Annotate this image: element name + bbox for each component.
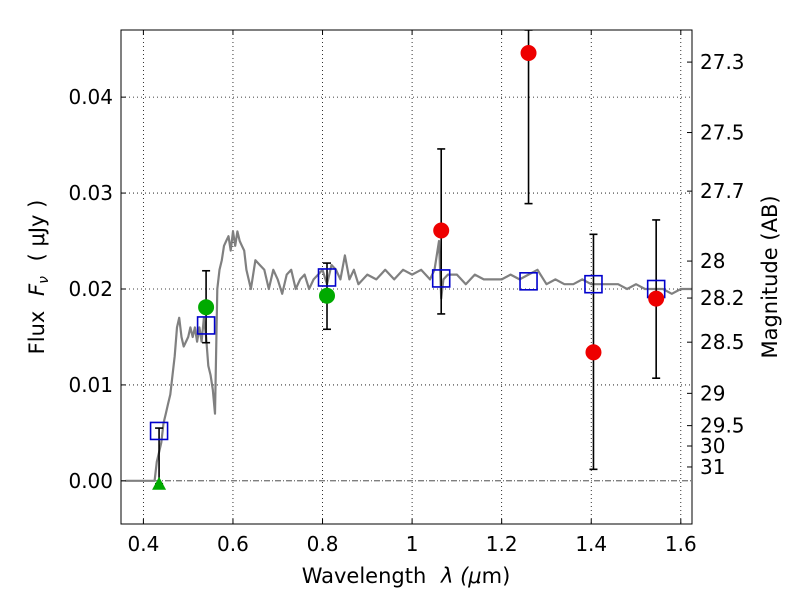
mag-tick-label: 31 <box>700 455 725 479</box>
model-photometry-square <box>519 272 538 291</box>
flux-point-circle <box>433 222 450 239</box>
flux-point-circle <box>520 45 537 62</box>
flux-point-circle <box>198 299 215 316</box>
model-photometry-square <box>149 421 169 441</box>
mag-tick-label: 30 <box>700 434 725 458</box>
x-tick-label: 0.8 <box>307 532 339 556</box>
model-sed-line <box>125 230 692 482</box>
y-axis-label: Flux Fν ( μJy ) <box>25 200 53 355</box>
x-tick-label: 1.4 <box>575 532 607 556</box>
model-photometry-square <box>584 274 603 294</box>
y2-axis-label: Magnitude (AB) <box>758 195 782 358</box>
x-tick-label: 1.6 <box>665 532 697 556</box>
y-tick-label: 0.00 <box>68 469 113 493</box>
x-tick-label: 1 <box>406 532 419 556</box>
mag-tick-label: 28.2 <box>700 286 745 310</box>
x-tick-label: 0.6 <box>217 532 249 556</box>
mag-tick-label: 29 <box>700 381 725 405</box>
plot-frame <box>120 29 693 525</box>
x-axis-label-main: Wavelength <box>302 564 427 588</box>
mag-tick-label: 29.5 <box>700 414 745 438</box>
x-tick-label: 0.4 <box>127 532 159 556</box>
mag-tick-label: 27.5 <box>700 121 745 145</box>
mag-tick-label: 28.5 <box>700 330 745 354</box>
y-axis-label-main: Flux <box>25 311 49 355</box>
y-tick-label: 0.02 <box>68 277 113 301</box>
x-axis-label: Wavelength λ (μm) <box>302 564 511 588</box>
model-photometry-square <box>431 269 451 288</box>
y-axis-label-sub: ν <box>36 276 52 284</box>
flux-point-circle <box>648 290 665 307</box>
mag-tick-label: 27.3 <box>700 50 745 74</box>
grid-layer <box>121 30 692 524</box>
flux-point-circle <box>319 287 336 304</box>
mag-tick-label: 28 <box>700 249 725 273</box>
x-axis-label-unit: μ <box>467 564 481 588</box>
y-tick-label: 0.04 <box>68 85 113 109</box>
x-axis-label-sym: λ ( <box>440 564 469 588</box>
mag-tick-label: 27.7 <box>700 179 745 203</box>
y-axis-label-unit: ( μJy ) <box>25 200 49 262</box>
model-photometry-square <box>196 316 216 335</box>
y-tick-label: 0.03 <box>68 181 113 205</box>
tick-layer: 0.4 0.6 0.8 1 1.2 1.4 1.6 0.00 0.01 0.02 0.03 0.04 2… <box>68 30 745 556</box>
upper-limit-triangle <box>152 476 167 490</box>
x-tick-label: 1.2 <box>486 532 518 556</box>
plot-layer <box>125 30 692 490</box>
x-axis-label-tail: m) <box>482 564 511 588</box>
y-tick-label: 0.01 <box>68 373 113 397</box>
y-axis-label-sym: F <box>25 283 49 296</box>
flux-point-circle <box>585 344 602 361</box>
model-photometry-square <box>317 268 337 287</box>
